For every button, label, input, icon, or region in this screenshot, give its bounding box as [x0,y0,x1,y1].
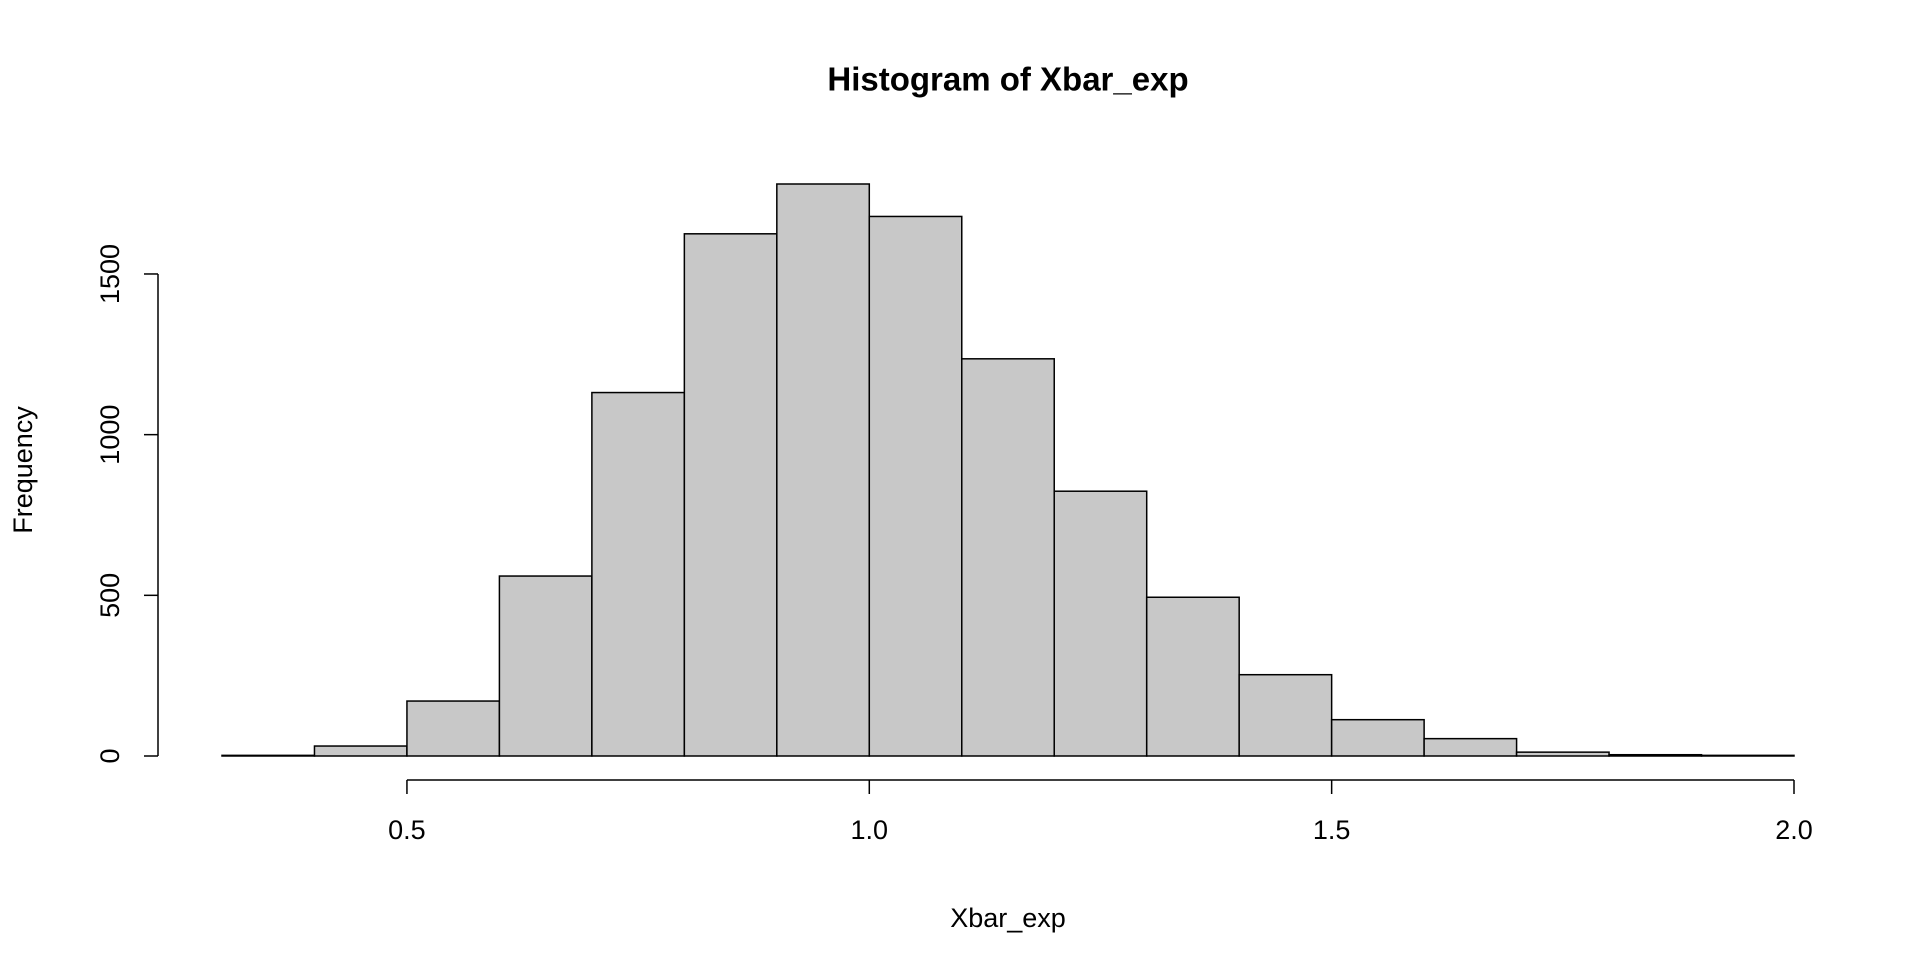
bar [868,215,963,757]
x-tick-label: 0.5 [388,815,426,845]
bar [591,391,686,757]
y-tick-label: 500 [95,573,125,618]
bar [498,575,593,757]
bar [406,700,501,757]
bar [1423,737,1518,757]
bar [1238,673,1333,757]
y-axis-label: Frequency [8,406,38,534]
y-tick-label: 1000 [95,405,125,465]
bar [1330,718,1425,757]
bar [1515,751,1610,757]
y-tick-label: 1500 [95,244,125,304]
chart-title: Histogram of Xbar_exp [827,61,1188,98]
bar [776,183,871,757]
bar [683,233,778,757]
y-tick-label: 0 [95,748,125,763]
bar [1608,753,1703,757]
bar [1145,596,1240,757]
x-axis-label: Xbar_exp [950,903,1066,933]
x-tick-label: 1.0 [851,815,889,845]
bar [1700,754,1795,757]
bar [221,754,316,757]
bar [313,745,408,757]
bar [961,358,1055,757]
x-tick-label: 2.0 [1775,815,1813,845]
x-tick-label: 1.5 [1313,815,1351,845]
bar [1053,490,1148,757]
